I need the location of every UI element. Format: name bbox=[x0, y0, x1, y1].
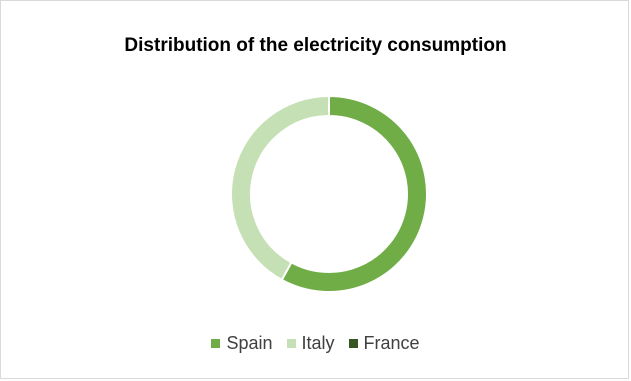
legend-label-spain: Spain bbox=[226, 333, 273, 353]
legend-item-italy: Italy bbox=[286, 333, 335, 354]
legend-swatch-italy bbox=[286, 339, 296, 348]
legend-swatch-spain bbox=[211, 339, 221, 348]
legend-swatch-france bbox=[348, 339, 358, 348]
slice-italy bbox=[230, 94, 330, 282]
legend-label-italy: Italy bbox=[301, 333, 335, 353]
legend: Spain Italy France bbox=[1, 333, 630, 354]
legend-item-france: France bbox=[348, 333, 420, 354]
chart-title: Distribution of the electricity consumpt… bbox=[124, 35, 507, 56]
slice-spain bbox=[280, 94, 428, 293]
legend-item-spain: Spain bbox=[211, 333, 273, 354]
legend-label-france: France bbox=[363, 333, 420, 353]
